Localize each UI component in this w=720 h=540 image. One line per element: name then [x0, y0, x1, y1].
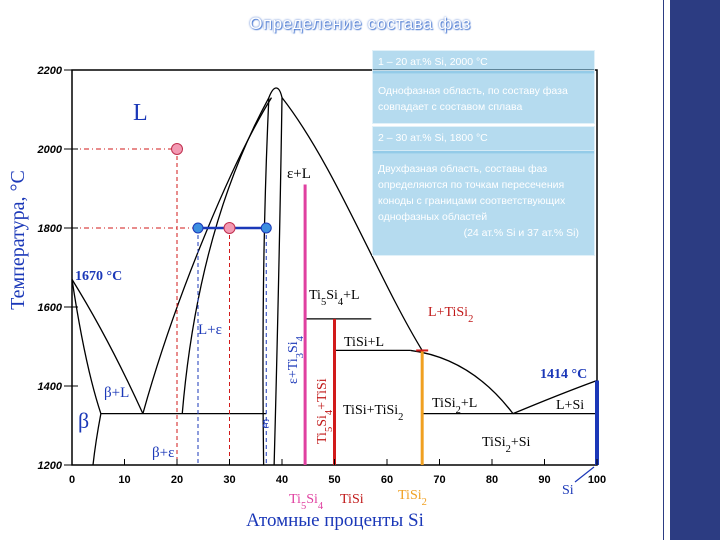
x-tick-label: 70 [433, 474, 445, 486]
label-ti-melting: 1670 °C [75, 269, 122, 284]
x-tick-label: 0 [69, 474, 75, 486]
label-l-si: L+Si [556, 398, 584, 413]
label-ti5si4: Ti5Si4 [289, 492, 324, 512]
label-beta-eps: β+ε [152, 445, 174, 461]
label-beta-l: β+L [104, 385, 129, 401]
liquidus-to-max [142, 97, 273, 414]
label-tisi2: TiSi2 [398, 488, 427, 508]
phase-labels: Lβ+L β β+ε L+ε ε ε+L Ti5Si4+L ε+Ti3Si4 Ti5Si4+Ti… [75, 100, 595, 512]
y-tick-label: 1400 [38, 381, 63, 393]
label-eps: ε [262, 412, 270, 432]
x-tick-label: 30 [223, 474, 235, 486]
label-l-tisi2: L+TiSi2 [428, 305, 473, 325]
label-l-eps: L+ε [198, 322, 222, 338]
label-tisi2-si: TiSi2+Si [482, 435, 531, 455]
note-point-1-text: Однофазная область, по составу фаза совп… [372, 70, 595, 124]
solvus-eps-left [262, 97, 270, 466]
x-axis-title: Атомные проценты Si [246, 510, 424, 531]
label-tisi2-l: TiSi2+L [432, 396, 477, 416]
label-tisi-l: TiSi+L [344, 335, 384, 350]
solvus-eps-right [273, 97, 283, 466]
label-si-melting: 1414 °C [540, 367, 587, 382]
x-tick-label: 50 [328, 474, 340, 486]
point-1 [171, 143, 183, 155]
note-point-2-compositions: (24 ат.% Si и 37 ат.% Si) [463, 227, 579, 239]
liquidus-to-tisi2 [281, 97, 423, 351]
x-tick-label: 40 [276, 474, 288, 486]
y-tick-label: 2000 [37, 144, 63, 156]
solidus-eps-left [181, 97, 270, 414]
si-pointer [574, 466, 595, 483]
y-tick-label: 1200 [38, 460, 63, 472]
chart-ticks: 0 10 20 30 40 50 60 70 80 90 100 1200 1400 1600 1800 20… [7, 65, 606, 531]
y-tick-label: 1600 [38, 302, 63, 314]
y-tick-label: 2200 [37, 65, 63, 77]
x-tick-label: 100 [588, 474, 606, 486]
liquidus-ti-side [71, 279, 144, 414]
solvus-beta [92, 413, 102, 466]
label-eps-ti3si4: ε+Ti3Si4 [286, 335, 306, 384]
tie-line-right-point [260, 222, 272, 234]
label-ti5si4-l: Ti5Si4+L [309, 288, 360, 308]
x-tick-label: 60 [381, 474, 393, 486]
label-liquid: L [133, 100, 148, 126]
note-point-2-body: Двухфазная область, составы фаз определя… [378, 163, 566, 223]
note-point-2-text: Двухфазная область, составы фаз определя… [372, 150, 595, 256]
phase-boundaries [71, 87, 599, 466]
label-beta: β [78, 408, 89, 433]
liquidus-tisi2-right [410, 349, 514, 415]
x-tick-label: 20 [171, 474, 183, 486]
label-eps-l: ε+L [287, 166, 311, 182]
x-tick-label: 10 [118, 474, 130, 486]
point-2 [223, 222, 236, 234]
x-tick-label: 80 [486, 474, 498, 486]
congruent-peak [268, 87, 283, 98]
slide-title: Определение состава фаз [249, 14, 471, 33]
decorative-side-panel [663, 0, 720, 540]
y-tick-label: 1800 [38, 223, 63, 235]
label-tisi-tisi2: TiSi+TiSi2 [343, 403, 403, 423]
solidus-beta [71, 279, 102, 414]
x-tick-label: 90 [538, 474, 550, 486]
label-ti5si4-tisi: Ti5Si4+TiSi [315, 378, 335, 444]
tie-line-left-point [192, 222, 204, 234]
label-tisi: TiSi [340, 492, 364, 507]
chart-overlay [72, 143, 272, 465]
y-axis-title: Температура, °C [7, 170, 29, 310]
label-si: Si [562, 483, 574, 498]
liquidus-si-side [512, 379, 598, 415]
